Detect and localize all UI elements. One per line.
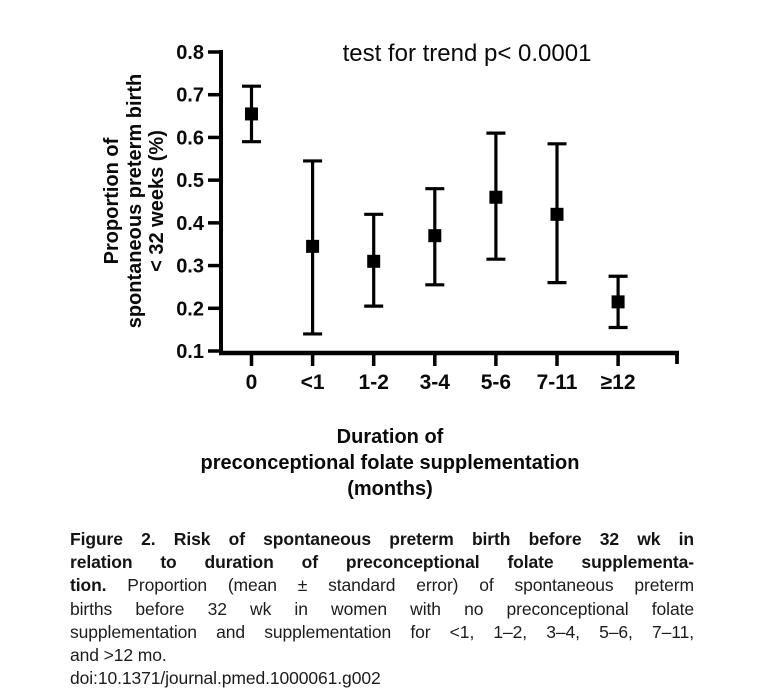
y-axis-title-line: < 32 weeks (%) (146, 130, 168, 272)
y-tick-label: 0.6 (176, 127, 204, 149)
caption-line: tion. Proportion (mean ± standard error)… (70, 575, 694, 596)
x-axis-title: Duration of preconceptional folate suppl… (70, 424, 710, 502)
caption-line: and >12 mo. (70, 645, 167, 666)
marker-square (245, 107, 258, 121)
y-tick-label: 0.2 (176, 298, 204, 320)
y-tick-label: 0.8 (176, 42, 204, 64)
x-axis-title-line: Duration of (336, 426, 444, 448)
y-axis-title-line: Proportion of (101, 137, 123, 265)
y-axis-title: Proportion of spontaneous preterm birth … (101, 40, 169, 362)
marker-square (489, 190, 503, 204)
data-point (608, 274, 628, 330)
data-point (242, 84, 261, 144)
marker-square (550, 207, 564, 221)
caption-line: births before 32 wk in women with no pre… (70, 598, 694, 619)
marker-square (428, 229, 442, 243)
marker-square (367, 254, 381, 268)
caption-line: supplementation and supplementation for … (70, 621, 694, 642)
data-point (425, 187, 445, 287)
marker-square (306, 239, 320, 253)
caption-line: relation to duration of preconceptional … (70, 552, 694, 573)
x-tick-label: 7-11 (537, 371, 578, 394)
x-axis-title-line: preconceptional folate supplementation (200, 452, 580, 474)
x-axis-title-line: (months) (347, 478, 433, 500)
x-tick-label: 1-2 (359, 371, 389, 394)
x-tick-label: 5-6 (481, 371, 511, 394)
data-point (303, 159, 323, 336)
x-tick-label: ≥12 (601, 371, 636, 394)
caption-line: Figure 2. Risk of spontaneous preterm bi… (70, 529, 694, 549)
data-point (364, 212, 384, 308)
figure-caption: Figure 2. Risk of spontaneous preterm bi… (70, 528, 694, 690)
data-point (547, 142, 567, 285)
data-point (486, 131, 506, 261)
marker-square (611, 295, 625, 309)
y-tick-label: 0.1 (176, 341, 204, 363)
x-tick-label: <1 (301, 371, 325, 394)
y-tick-label: 0.7 (176, 85, 204, 107)
y-axis-title-line: spontaneous preterm birth (123, 73, 146, 329)
trend-annotation: test for trend p< 0.0001 (343, 40, 592, 67)
y-tick-label: 0.3 (176, 256, 204, 278)
chart-canvas: 0.8 0.7 0.6 0.5 0.4 0.3 0.2 0.1 0 <1 1-2 3-4 5-6 7-11… (176, 40, 679, 394)
doi-line: doi:10.1371/journal.pmed.1000061.g002 (70, 668, 381, 689)
x-tick-label: 3-4 (420, 371, 451, 394)
y-tick-label: 0.4 (176, 213, 205, 235)
x-tick-label: 0 (246, 371, 258, 394)
y-tick-label: 0.5 (176, 170, 204, 192)
